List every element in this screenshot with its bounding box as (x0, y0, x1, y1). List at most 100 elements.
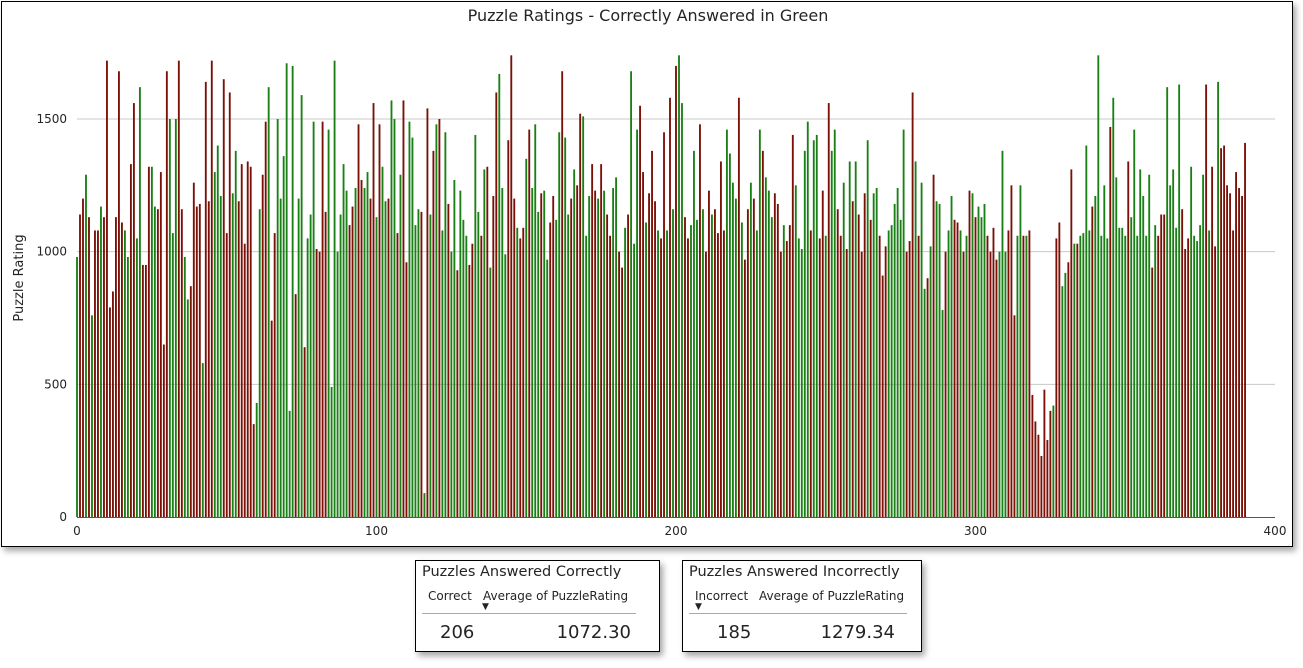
bar-correct (971, 193, 974, 518)
column-header-average[interactable]: Average of PuzzleRating (759, 589, 905, 603)
bar-incorrect (663, 132, 665, 517)
bar-correct (803, 150, 806, 517)
bar-incorrect (156, 209, 159, 517)
bar-incorrect (97, 230, 99, 517)
bar-incorrect (141, 264, 144, 517)
bar-correct (282, 156, 285, 517)
bar-correct (866, 140, 869, 518)
header-divider (689, 613, 907, 614)
bar-incorrect (225, 233, 228, 517)
bar-incorrect (699, 124, 701, 517)
bar-correct (1154, 225, 1157, 517)
bar-incorrect (746, 209, 749, 517)
bar-correct (893, 203, 896, 517)
bar-correct (390, 100, 393, 518)
bar-correct (848, 161, 851, 517)
bar-incorrect (144, 264, 147, 517)
bar-chart[interactable]: 0 500 1000 1500 0 100 200 300 400 Puzzle Rating (2, 2, 1292, 546)
bar-correct (702, 209, 704, 517)
column-header-average[interactable]: Average of PuzzleRating (483, 589, 629, 603)
bar-incorrect (669, 97, 671, 518)
bar-correct (645, 222, 647, 518)
sort-descending-icon[interactable]: ▼ (482, 602, 489, 612)
chart-panel[interactable]: 0 500 1000 1500 0 100 200 300 400 Puzzle Rating P… (1, 1, 1293, 547)
bar-correct (1085, 145, 1088, 517)
bar-correct (1217, 81, 1220, 517)
bar-incorrect (752, 198, 755, 517)
bar-incorrect (1040, 455, 1043, 517)
bar-correct (555, 219, 558, 517)
bar-incorrect (968, 190, 971, 517)
bar-incorrect (1058, 222, 1061, 518)
column-header-incorrect[interactable]: Incorrect (695, 589, 749, 603)
card-incorrect[interactable]: Puzzles Answered Incorrectly ▼ Incorrect… (682, 560, 922, 652)
bar-incorrect (1157, 235, 1160, 517)
bar-correct (983, 203, 986, 517)
bar-correct (567, 214, 570, 517)
bar-incorrect (908, 241, 911, 518)
bar-incorrect (591, 164, 594, 518)
bar-correct (755, 230, 758, 517)
bar-correct (935, 201, 938, 517)
bar-incorrect (579, 113, 582, 517)
bar-correct (279, 198, 282, 517)
bar-correct (920, 182, 923, 517)
bar-correct (1118, 227, 1121, 518)
bar-incorrect (1028, 230, 1031, 517)
bar-incorrect (956, 222, 959, 518)
x-tick-label: 300 (964, 524, 987, 538)
bar-incorrect (576, 185, 579, 517)
bar-correct (333, 60, 336, 517)
bar-correct (450, 251, 453, 518)
bar-correct (767, 190, 770, 517)
bar-incorrect (270, 320, 273, 517)
bar-correct (174, 119, 177, 517)
bar-incorrect (1229, 193, 1232, 518)
bar-incorrect (857, 214, 860, 517)
sort-descending-icon[interactable]: ▼ (695, 602, 702, 612)
bar-correct (603, 190, 606, 517)
column-header-correct[interactable]: Correct (428, 589, 472, 603)
bar-correct (1052, 405, 1055, 517)
bar-incorrect (860, 251, 863, 518)
bar-correct (474, 134, 477, 518)
bar-correct (711, 214, 713, 517)
bars[interactable] (76, 55, 1246, 518)
chart-title: Puzzle Ratings - Correctly Answered in G… (467, 6, 829, 25)
bar-correct (887, 230, 890, 517)
bar-incorrect (773, 193, 776, 518)
bar-correct (693, 150, 695, 517)
bar-correct (740, 222, 743, 518)
bar-correct (1103, 185, 1106, 517)
bar-incorrect (438, 119, 441, 517)
bar-correct (363, 187, 366, 518)
bar-incorrect (480, 235, 483, 517)
bar-incorrect (192, 182, 195, 517)
bar-correct (815, 134, 818, 518)
bar-correct (630, 71, 633, 518)
bar-incorrect (273, 233, 276, 517)
bar-incorrect (513, 198, 516, 517)
bar-correct (573, 169, 576, 517)
bar-correct (678, 55, 680, 517)
bar-incorrect (112, 291, 114, 517)
bar-correct (902, 129, 905, 518)
bar-incorrect (911, 92, 914, 517)
bar-incorrect (228, 92, 231, 517)
bar-incorrect (82, 198, 84, 517)
bar-incorrect (252, 424, 255, 517)
bar-correct (453, 180, 456, 517)
bar-correct (1142, 195, 1145, 517)
card-correct[interactable]: Puzzles Answered Correctly Correct ▼ Ave… (415, 560, 660, 652)
bar-correct (1061, 286, 1064, 517)
bar-correct (1139, 169, 1142, 517)
bar-incorrect (132, 103, 135, 517)
bar-incorrect (642, 172, 644, 517)
bar-incorrect (195, 206, 198, 517)
bar-incorrect (761, 150, 764, 517)
y-axis-label: Puzzle Rating (12, 234, 27, 321)
bar-incorrect (495, 92, 498, 517)
bar-correct (770, 217, 773, 518)
bar-correct (354, 187, 357, 518)
bar-correct (285, 63, 288, 517)
